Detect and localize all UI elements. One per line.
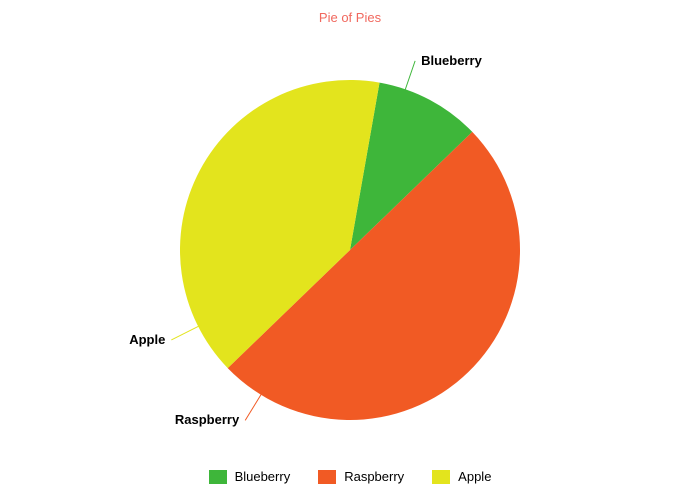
pie-svg <box>140 40 560 460</box>
leader-line-apple <box>171 325 201 340</box>
legend-item-blueberry: Blueberry <box>209 469 291 484</box>
slice-label-blueberry: Blueberry <box>421 53 482 68</box>
leader-line-blueberry <box>404 61 415 93</box>
slice-label-raspberry: Raspberry <box>175 412 239 427</box>
legend-label-raspberry: Raspberry <box>344 469 404 484</box>
pie-chart-container: Pie of Pies Blueberry Raspberry Apple Bl… <box>0 0 700 500</box>
pie-plot-area <box>140 40 560 460</box>
legend-item-apple: Apple <box>432 469 491 484</box>
leader-line-raspberry <box>245 392 263 420</box>
chart-title: Pie of Pies <box>0 10 700 25</box>
legend-label-apple: Apple <box>458 469 491 484</box>
legend: Blueberry Raspberry Apple <box>0 469 700 484</box>
legend-label-blueberry: Blueberry <box>235 469 291 484</box>
legend-swatch-blueberry <box>209 470 227 484</box>
slice-label-apple: Apple <box>129 332 165 347</box>
legend-item-raspberry: Raspberry <box>318 469 404 484</box>
legend-swatch-apple <box>432 470 450 484</box>
legend-swatch-raspberry <box>318 470 336 484</box>
